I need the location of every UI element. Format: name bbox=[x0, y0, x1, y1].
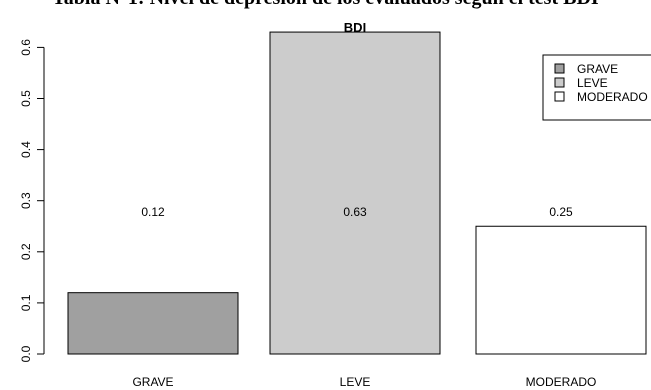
y-tick-label: 0.0 bbox=[19, 345, 33, 362]
y-tick-label: 0.5 bbox=[19, 90, 33, 107]
bar-moderado bbox=[475, 225, 647, 355]
y-axis: 0.0 0.1 0.2 0.3 0.4 0.5 0.6 bbox=[19, 39, 45, 362]
bar-grave bbox=[67, 292, 239, 355]
bar-value-label: 0.63 bbox=[343, 205, 367, 219]
chart-title: BDI bbox=[344, 20, 366, 35]
page-caption: Tabla N°1: Nivel de depresión de los eva… bbox=[0, 0, 651, 10]
x-tick-label: MODERADO bbox=[526, 375, 597, 389]
bar-value-label: 0.12 bbox=[141, 205, 165, 219]
bars-group: 0.12 0.63 0.25 bbox=[67, 31, 647, 355]
legend-swatch bbox=[554, 63, 565, 74]
y-tick-label: 0.1 bbox=[19, 294, 33, 311]
y-tick-label: 0.6 bbox=[19, 39, 33, 56]
legend-swatch bbox=[554, 91, 565, 102]
x-axis-labels: GRAVE LEVE MODERADO bbox=[132, 375, 596, 389]
y-tick-label: 0.2 bbox=[19, 243, 33, 260]
x-tick-label: LEVE bbox=[340, 375, 371, 389]
y-tick-label: 0.3 bbox=[19, 192, 33, 209]
bar-value-label: 0.25 bbox=[549, 205, 573, 219]
legend-label: GRAVE bbox=[577, 62, 618, 76]
y-tick-label: 0.4 bbox=[19, 141, 33, 158]
x-tick-label: GRAVE bbox=[132, 375, 173, 389]
legend-label: MODERADO bbox=[577, 90, 648, 104]
bar-leve bbox=[269, 31, 441, 355]
legend-swatch bbox=[554, 77, 565, 88]
legend-label: LEVE bbox=[577, 76, 608, 90]
